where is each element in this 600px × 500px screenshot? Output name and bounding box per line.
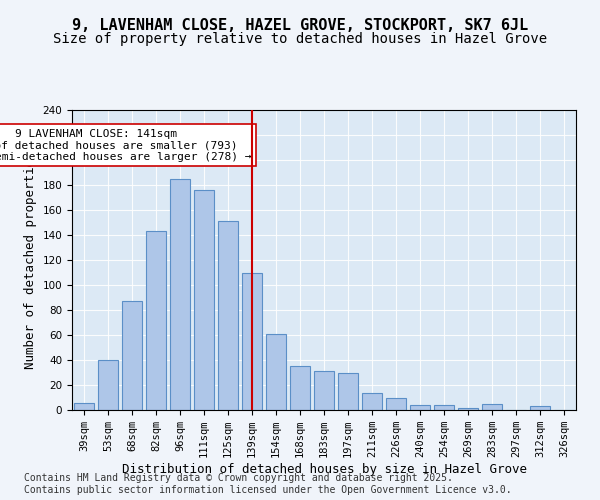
X-axis label: Distribution of detached houses by size in Hazel Grove: Distribution of detached houses by size … xyxy=(121,463,527,476)
Bar xyxy=(386,398,406,410)
Bar xyxy=(74,402,94,410)
Bar xyxy=(362,392,382,410)
Bar xyxy=(122,301,142,410)
Bar xyxy=(458,408,478,410)
Bar xyxy=(314,371,334,410)
Bar xyxy=(242,272,262,410)
Bar xyxy=(530,406,550,410)
Text: 9, LAVENHAM CLOSE, HAZEL GROVE, STOCKPORT, SK7 6JL: 9, LAVENHAM CLOSE, HAZEL GROVE, STOCKPOR… xyxy=(72,18,528,32)
Bar xyxy=(170,179,190,410)
Bar xyxy=(146,231,166,410)
Y-axis label: Number of detached properties: Number of detached properties xyxy=(24,151,37,369)
Bar xyxy=(290,366,310,410)
Text: 9 LAVENHAM CLOSE: 141sqm
← 73% of detached houses are smaller (793)
26% of semi-: 9 LAVENHAM CLOSE: 141sqm ← 73% of detach… xyxy=(0,128,251,162)
Bar xyxy=(338,372,358,410)
Bar xyxy=(410,405,430,410)
Bar xyxy=(434,405,454,410)
Bar xyxy=(218,221,238,410)
Bar xyxy=(266,334,286,410)
Bar xyxy=(98,360,118,410)
Bar xyxy=(482,404,502,410)
Bar xyxy=(194,190,214,410)
Text: Contains HM Land Registry data © Crown copyright and database right 2025.
Contai: Contains HM Land Registry data © Crown c… xyxy=(24,474,512,495)
Text: Size of property relative to detached houses in Hazel Grove: Size of property relative to detached ho… xyxy=(53,32,547,46)
